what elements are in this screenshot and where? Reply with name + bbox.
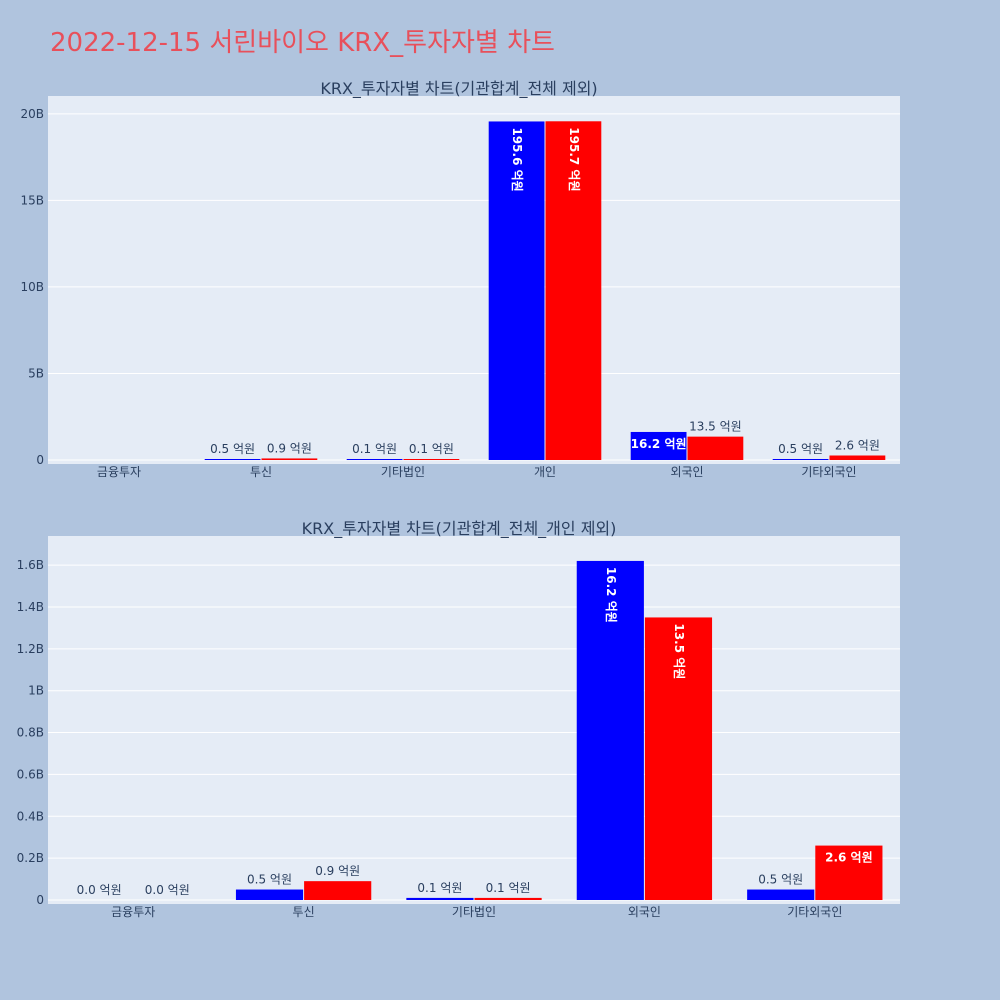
bar (829, 455, 886, 460)
bar (772, 459, 829, 460)
plot-area (48, 96, 900, 464)
data-label: 0.0 억원 (77, 883, 122, 897)
data-label: 0.5 억원 (247, 873, 292, 887)
chart-2: KRX_투자자별 차트(기관합계_전체_개인 제외) 0 0.2B 0.4B 0.6B 0… (17, 519, 900, 919)
data-label: 195.7 억원 (567, 127, 581, 191)
y-tick-label: 0 (36, 893, 44, 907)
x-tick-label: 기타법인 (381, 465, 425, 479)
data-label: 0.1 억원 (352, 442, 397, 456)
x-tick-label: 투신 (293, 905, 315, 919)
y-tick-label: 0.6B (17, 767, 44, 781)
y-tick-label: 5B (28, 366, 44, 380)
y-tick-label: 1.2B (17, 642, 44, 656)
bar (576, 560, 644, 900)
y-tick-label: 1.4B (17, 600, 44, 614)
bar (644, 617, 713, 900)
x-tick-label: 외국인 (628, 905, 661, 919)
bar (235, 889, 304, 900)
x-tick-label: 금융투자 (97, 465, 141, 479)
plot-area (48, 536, 900, 904)
data-label: 0.1 억원 (409, 442, 454, 456)
x-tick-label: 기타외국인 (787, 905, 842, 919)
bar (346, 459, 403, 460)
bar (488, 121, 545, 460)
y-tick-label: 20B (20, 107, 44, 121)
bar (815, 845, 883, 900)
x-tick-label: 기타외국인 (801, 465, 856, 479)
y-tick-label: 1B (28, 684, 44, 698)
bar (630, 431, 687, 460)
y-tick-label: 1.6B (17, 558, 44, 572)
data-label: 2.6 억원 (835, 439, 880, 453)
bar (204, 459, 261, 460)
page-title: 2022-12-15 서린바이오 KRX_투자자별 차트 (50, 28, 555, 58)
y-tick-label: 0.8B (17, 726, 44, 740)
data-label: 195.6 억원 (510, 127, 524, 191)
data-label: 13.5 억원 (689, 420, 742, 434)
data-label: 0.1 억원 (486, 881, 531, 895)
data-label: 0.9 억원 (267, 441, 312, 455)
data-label: 0.5 억원 (778, 442, 823, 456)
data-label: 13.5 억원 (672, 623, 686, 679)
x-tick-label: 금융투자 (111, 905, 155, 919)
x-tick-label: 투신 (250, 465, 272, 479)
x-tick-label: 외국인 (670, 465, 703, 479)
y-tick-label: 15B (20, 193, 44, 207)
data-label: 0.5 억원 (210, 442, 255, 456)
bar (747, 889, 815, 900)
bar (304, 881, 372, 900)
chart-title: KRX_투자자별 차트(기관합계_전체_개인 제외) (302, 519, 617, 539)
bar (261, 458, 318, 460)
data-label: 0.5 억원 (758, 873, 803, 887)
chart-1: KRX_투자자별 차트(기관합계_전체 제외) 0 5B 10B 15B 20B 금융투자 투… (20, 79, 900, 479)
data-label: 0.9 억원 (315, 864, 360, 878)
bar (406, 897, 474, 900)
y-tick-label: 0.2B (17, 851, 44, 865)
bar (687, 436, 744, 460)
bar (545, 121, 602, 461)
chart-title: KRX_투자자별 차트(기관합계_전체 제외) (320, 79, 597, 99)
bar (403, 459, 460, 460)
data-label: 16.2 억원 (604, 567, 618, 623)
y-tick-label: 0 (36, 453, 44, 467)
x-tick-label: 기타법인 (452, 905, 496, 919)
data-label: 2.6 억원 (825, 851, 873, 865)
x-tick-label: 개인 (534, 465, 556, 479)
y-tick-label: 0.4B (17, 809, 44, 823)
data-label: 0.0 억원 (145, 883, 190, 897)
bar (474, 897, 542, 900)
data-label: 0.1 억원 (417, 881, 462, 895)
data-label: 16.2 억원 (631, 437, 687, 451)
y-tick-label: 10B (20, 280, 44, 294)
